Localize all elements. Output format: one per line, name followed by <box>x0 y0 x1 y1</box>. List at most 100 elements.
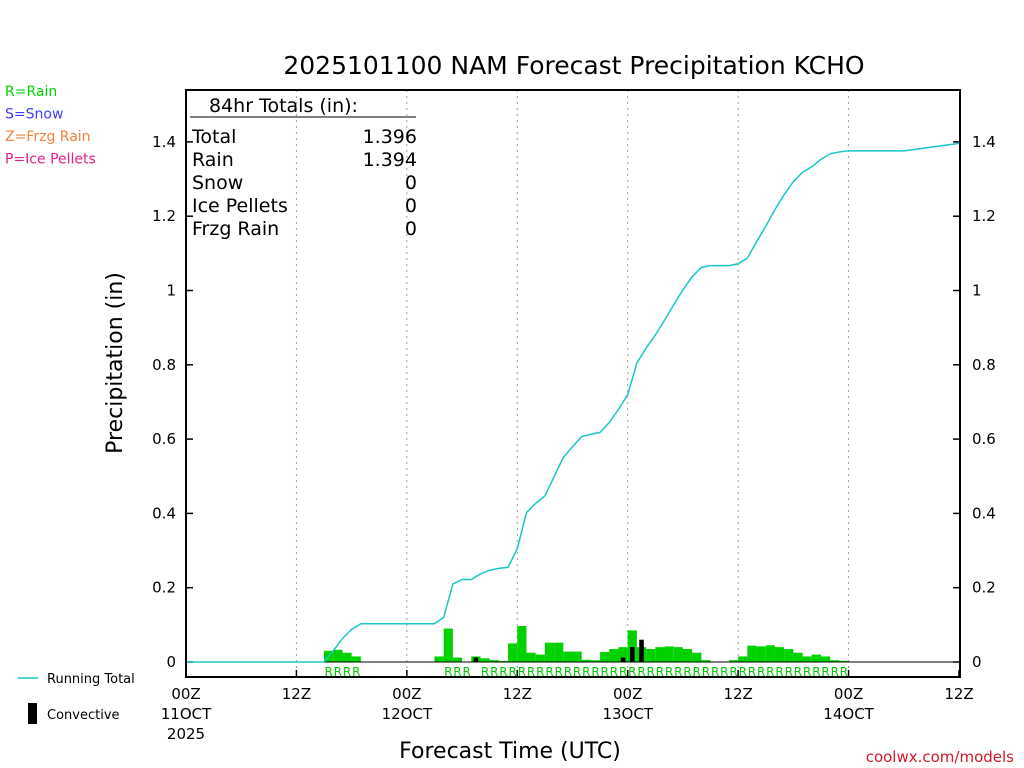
convective-legend-swatch <box>28 703 37 724</box>
x-tick-label: 12Z <box>503 685 532 703</box>
chart-title: 2025101100 NAM Forecast Precipitation KC… <box>283 51 864 80</box>
ptype-marker: R <box>555 665 563 679</box>
plot-frame <box>185 89 961 678</box>
ptype-marker: R <box>637 665 645 679</box>
ptype-marker: R <box>619 665 627 679</box>
ptype-marker: R <box>536 665 544 679</box>
ptype-marker: R <box>352 665 360 679</box>
ptype-marker: R <box>481 665 489 679</box>
totals-header: 84hr Totals (in): <box>209 95 358 117</box>
rain-bar <box>351 656 361 662</box>
rain-bar <box>489 660 499 662</box>
rain-bar <box>811 654 821 662</box>
credit-text: coolwx.com/models <box>866 748 1014 766</box>
vertical-gridlines <box>295 90 850 677</box>
totals-label: Frzg Rain <box>192 218 279 240</box>
ptype-marker: R <box>545 665 553 679</box>
y-tick-label-left: 0.2 <box>152 579 176 597</box>
ptype-marker: R <box>656 665 664 679</box>
y-tick-label-right: 0.8 <box>972 356 996 374</box>
totals-box: 84hr Totals (in): Total 1.396 Rain 1.394 Snow… <box>190 95 417 240</box>
rain-bar <box>600 651 610 662</box>
ptype-marker: R <box>564 665 572 679</box>
rain-bar <box>581 659 591 662</box>
ptype-marker: R <box>831 665 839 679</box>
y-tick-label-right: 0.4 <box>972 504 996 522</box>
totals-value: 0 <box>405 195 417 217</box>
ptype-marker: R <box>812 665 820 679</box>
ptype-marker: R <box>343 665 351 679</box>
rain-bar <box>563 651 573 662</box>
ptype-marker: R <box>453 665 461 679</box>
y-tick-label-right: 1.2 <box>972 207 996 225</box>
ptype-marker: R <box>444 665 452 679</box>
x-tick-label: 00Z <box>392 685 421 703</box>
totals-label: Ice Pellets <box>192 195 288 217</box>
ptype-marker: R <box>785 665 793 679</box>
rain-bar <box>609 648 619 662</box>
ptype-marker: R <box>794 665 802 679</box>
y-tick-label-left: 0.4 <box>152 504 176 522</box>
ptype-marker: R <box>463 665 471 679</box>
convective-bar <box>473 657 479 662</box>
rain-bar <box>554 642 564 662</box>
ptype-marker: R <box>591 665 599 679</box>
ptype-marker: R <box>748 665 756 679</box>
y-tick-label-right: 0.6 <box>972 430 996 448</box>
ptype-marker: R <box>757 665 765 679</box>
y-tick-label-left: 1.4 <box>152 133 176 151</box>
rain-bar <box>784 648 794 662</box>
rain-bar <box>820 656 831 662</box>
series-legend-label: Running Total <box>47 672 135 687</box>
rain-bar <box>517 625 527 662</box>
x-tick-label: 00Z <box>834 685 863 703</box>
rain-bar <box>747 645 757 662</box>
rain-bar <box>627 630 637 662</box>
ptype-legend-item: P=Ice Pellets <box>5 152 96 168</box>
x-tick-date: 14OCT <box>823 705 874 723</box>
ptype-marker: R <box>324 665 332 679</box>
ptype-marker: R <box>527 665 535 679</box>
rain-bar <box>434 656 444 662</box>
y-axis-ticks: 0 00.2 0.20.4 0.40.6 0.60.8 0.81 11.2 1.21.4 1.4 <box>152 133 996 671</box>
rain-bar <box>544 642 555 662</box>
ptype-marker: R <box>518 665 526 679</box>
rain-bar <box>738 656 748 662</box>
rain-bar <box>673 647 683 662</box>
rain-bar <box>664 646 674 662</box>
ptype-marker: R <box>499 665 507 679</box>
ptype-legend-item: Z=Frzg Rain <box>5 129 91 145</box>
convective-bar <box>639 639 644 662</box>
y-tick-label-left: 1 <box>166 282 176 300</box>
ptype-marker: R <box>334 665 342 679</box>
totals-value: 0 <box>405 172 417 194</box>
rain-bar <box>452 657 463 662</box>
ptype-marker: R <box>766 665 774 679</box>
totals-label: Rain <box>192 149 234 171</box>
ptype-marker: R <box>610 665 618 679</box>
convective-bar <box>630 647 635 662</box>
convective-bar <box>620 657 626 662</box>
x-tick-label: 12Z <box>944 685 973 703</box>
y-tick-label-right: 1.4 <box>972 133 996 151</box>
ptype-marker: R <box>821 665 829 679</box>
ptype-marker: R <box>693 665 701 679</box>
y-tick-label-left: 1.2 <box>152 207 176 225</box>
rain-bar <box>590 660 601 662</box>
x-tick-label: 00Z <box>171 685 200 703</box>
y-tick-label-right: 0 <box>972 653 982 671</box>
ptype-marker: R <box>803 665 811 679</box>
ptype-marker: R <box>711 665 719 679</box>
ptype-marker: R <box>775 665 783 679</box>
ptype-marker: R <box>720 665 728 679</box>
y-tick-label-right: 1 <box>972 282 982 300</box>
ptype-marker: R <box>729 665 737 679</box>
rain-bar <box>756 646 766 662</box>
ptype-marker: R <box>739 665 747 679</box>
rain-bar <box>793 652 803 662</box>
rain-bar <box>830 660 840 662</box>
ptype-marker: R <box>628 665 636 679</box>
rain-bar <box>765 645 775 662</box>
